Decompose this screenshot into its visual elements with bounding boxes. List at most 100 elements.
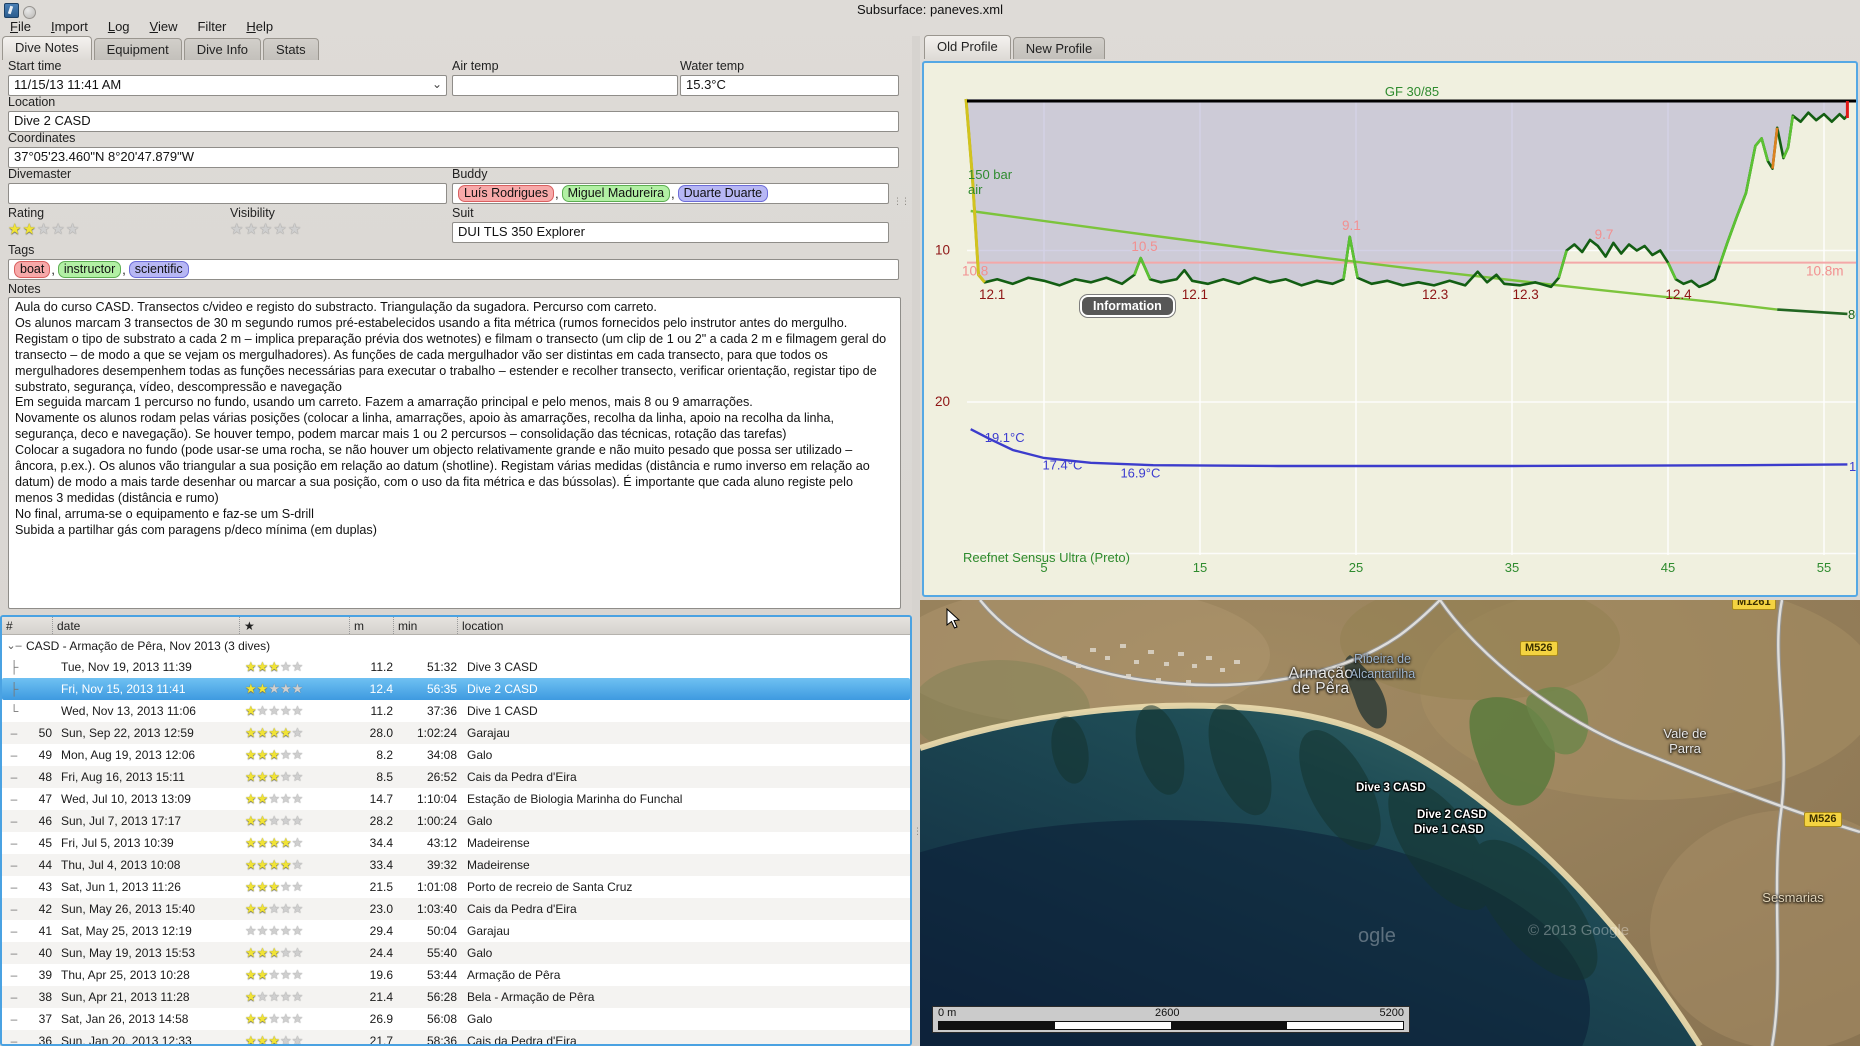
- panel-splitter[interactable]: ⋮⋮: [912, 36, 930, 1046]
- star-empty-icon: ★: [291, 813, 304, 828]
- suit-input[interactable]: DUI TLS 350 Explorer: [452, 222, 889, 243]
- menu-view[interactable]: View: [149, 19, 178, 34]
- dive-row[interactable]: –49 Mon, Aug 19, 2013 12:06 ★★★★★ 8.2 34:08 G…: [10, 747, 493, 762]
- water-temp-input[interactable]: 15.3°C: [680, 75, 899, 96]
- star-empty-icon: ★: [279, 813, 292, 828]
- tab-new-profile[interactable]: New Profile: [1012, 37, 1106, 59]
- tag-pill: instructor: [57, 261, 122, 278]
- star-empty-icon: ★: [279, 791, 292, 806]
- star-filled-icon: ★: [245, 1011, 257, 1026]
- star-empty-icon: ★: [291, 923, 304, 938]
- col-header-min[interactable]: min: [393, 617, 457, 634]
- dive-row[interactable]: –46 Sun, Jul 7, 2013 17:17 ★★★★★ 28.2 1:00:2…: [2, 810, 910, 832]
- gas-label: air: [968, 182, 983, 197]
- star-filled-icon: ★: [256, 835, 269, 850]
- col-header-location[interactable]: location: [457, 617, 910, 634]
- star-filled-icon: ★: [268, 747, 280, 762]
- dive-row[interactable]: –37 Sat, Jan 26, 2013 14:58 ★★★★★ 26.9 56:08…: [10, 1011, 493, 1026]
- col-header-date[interactable]: date: [52, 617, 239, 634]
- air-temp-input[interactable]: [452, 75, 678, 96]
- dive-row[interactable]: –42 Sun, May 26, 2013 15:40 ★★★★★ 23.0 1:03:…: [2, 898, 910, 920]
- location-input[interactable]: Dive 2 CASD: [8, 111, 899, 132]
- start-time-select[interactable]: 11/15/13 11:41 AM ⌄: [8, 75, 447, 96]
- menu-filter[interactable]: Filter: [197, 19, 227, 34]
- star-filled-icon: ★: [256, 967, 269, 982]
- star-filled-icon: ★: [245, 901, 257, 916]
- star-empty-icon: ★: [279, 769, 292, 784]
- dive-row[interactable]: –43 Sat, Jun 1, 2013 11:26 ★★★★★ 21.5 1:01:0…: [10, 879, 633, 894]
- dive-row[interactable]: –48 Fri, Aug 16, 2013 15:11 ★★★★★ 8.5 26:52 C…: [2, 766, 910, 788]
- x-tick-label: 35: [1505, 560, 1519, 575]
- tab-old-profile[interactable]: Old Profile: [924, 35, 1011, 59]
- map-marker-dive1[interactable]: Dive 1 CASD: [1414, 824, 1484, 836]
- avg-depth-label: 12.3: [1512, 287, 1538, 302]
- divemaster-input[interactable]: [8, 183, 447, 204]
- menu-help[interactable]: Help: [246, 19, 274, 34]
- menu-import[interactable]: Import: [50, 19, 88, 34]
- star-empty-icon: ★: [245, 923, 257, 938]
- tab-stats[interactable]: Stats: [263, 38, 319, 60]
- window-title: Subsurface: paneves.xml: [857, 2, 1003, 17]
- menu-log[interactable]: Log: [107, 19, 130, 34]
- dive-row[interactable]: –47 Wed, Jul 10, 2013 13:09 ★★★★★ 14.7 1:10:…: [10, 791, 683, 806]
- visibility-stars[interactable]: ★★★★★: [230, 220, 302, 238]
- col-header-stars[interactable]: ★: [239, 617, 349, 634]
- right-tab-bar: Old Profile New Profile: [924, 35, 1107, 59]
- dive-row[interactable]: –44 Thu, Jul 4, 2013 10:08 ★★★★★ 33.4 39:32 M…: [2, 854, 910, 876]
- tab-dive-notes[interactable]: Dive Notes: [2, 36, 92, 60]
- map-marker-dive3[interactable]: Dive 3 CASD: [1356, 782, 1426, 794]
- buddy-input[interactable]: Luís Rodrigues, Miguel Madureira, Duarte D…: [452, 183, 889, 204]
- star-empty-icon: ★: [65, 221, 81, 238]
- star-filled-icon: ★: [279, 857, 292, 872]
- menu-file[interactable]: File: [10, 19, 31, 34]
- depth-speed-segment: [1771, 127, 1779, 169]
- dive-row[interactable]: –39 Thu, Apr 25, 2013 10:28 ★★★★★ 19.6 53:44…: [10, 967, 561, 982]
- star-filled-icon: ★: [256, 1011, 269, 1026]
- dive-row[interactable]: └ Wed, Nov 13, 2013 11:06 ★★★★★ 11.2 37:36 Di…: [9, 703, 538, 718]
- map-marker-dive2[interactable]: Dive 2 CASD: [1417, 809, 1487, 821]
- avg-depth-label: 12.1: [1182, 287, 1208, 302]
- dive-row[interactable]: –41 Sat, May 25, 2013 12:19 ★★★★★ 29.4 50:04…: [10, 923, 510, 938]
- google-watermark-partial: ogle: [1358, 925, 1396, 947]
- star-empty-icon: ★: [279, 659, 292, 674]
- star-filled-icon: ★: [245, 659, 257, 674]
- col-header-m[interactable]: m: [349, 617, 393, 634]
- dive-row[interactable]: –36 Sun, Jan 20, 2013 12:33 ★★★★★ 21.7 58:36…: [2, 1030, 910, 1044]
- dive-list-header[interactable]: # date ★ m min location: [2, 617, 910, 635]
- x-tick-label: 15: [1193, 560, 1207, 575]
- collapse-arrow-icon[interactable]: ⌄–: [6, 640, 22, 652]
- water-temp-label: Water temp: [680, 59, 745, 73]
- dive-site-map[interactable]: Armação de Pêra Ribeira de Alcantarilha …: [920, 600, 1860, 1046]
- star-filled-icon: ★: [268, 879, 280, 894]
- information-tooltip[interactable]: Information: [1079, 294, 1176, 318]
- pressure-line-end: [1777, 308, 1848, 316]
- depth-shaded-area: [966, 99, 1848, 287]
- chevron-down-icon: ⌄: [431, 77, 442, 91]
- star-empty-icon: ★: [268, 923, 280, 938]
- location-label: Location: [8, 95, 56, 109]
- dive-row[interactable]: –45 Fri, Jul 5, 2013 10:39 ★★★★★ 34.4 43:12 M…: [10, 835, 530, 850]
- dive-row[interactable]: ├ Tue, Nov 19, 2013 11:39 ★★★★★ 11.2 51:32 Di…: [9, 659, 538, 674]
- star-filled-icon: ★: [256, 945, 269, 960]
- col-header-num[interactable]: #: [6, 618, 13, 633]
- peak-depth-label: 10.5: [1131, 239, 1157, 254]
- dive-row[interactable]: –40 Sun, May 19, 2013 15:53 ★★★★★ 24.4 55:40…: [2, 942, 910, 964]
- trip-row[interactable]: ⌄– CASD - Armação de Pêra, Nov 2013 (3 d…: [2, 635, 910, 656]
- rating-stars[interactable]: ★★★★★: [8, 220, 80, 238]
- star-empty-icon: ★: [291, 989, 304, 1004]
- buddy-label: Buddy: [452, 167, 488, 181]
- coordinates-label: Coordinates: [8, 131, 76, 145]
- tags-input[interactable]: boat, instructor, scientific: [8, 259, 899, 280]
- dive-row[interactable]: –50 Sun, Sep 22, 2013 12:59 ★★★★★ 28.0 1:02:…: [2, 722, 910, 744]
- tab-equipment[interactable]: Equipment: [93, 38, 182, 60]
- tab-dive-info[interactable]: Dive Info: [183, 38, 262, 60]
- coordinates-input[interactable]: 37°05'23.460"N 8°20'47.879"W: [8, 147, 899, 168]
- dive-row[interactable]: ├ Fri, Nov 15, 2013 11:41 ★★★★★ 12.4 56:35 Di…: [2, 678, 910, 700]
- star-empty-icon: ★: [279, 945, 292, 960]
- notes-textarea[interactable]: Aula do curso CASD. Transectos c/video e…: [8, 297, 901, 609]
- visibility-label: Visibility: [230, 206, 275, 220]
- star-filled-icon: ★: [245, 945, 257, 960]
- star-empty-icon: ★: [268, 901, 280, 916]
- dive-row[interactable]: –38 Sun, Apr 21, 2013 11:28 ★★★★★ 21.4 56:28…: [2, 986, 910, 1008]
